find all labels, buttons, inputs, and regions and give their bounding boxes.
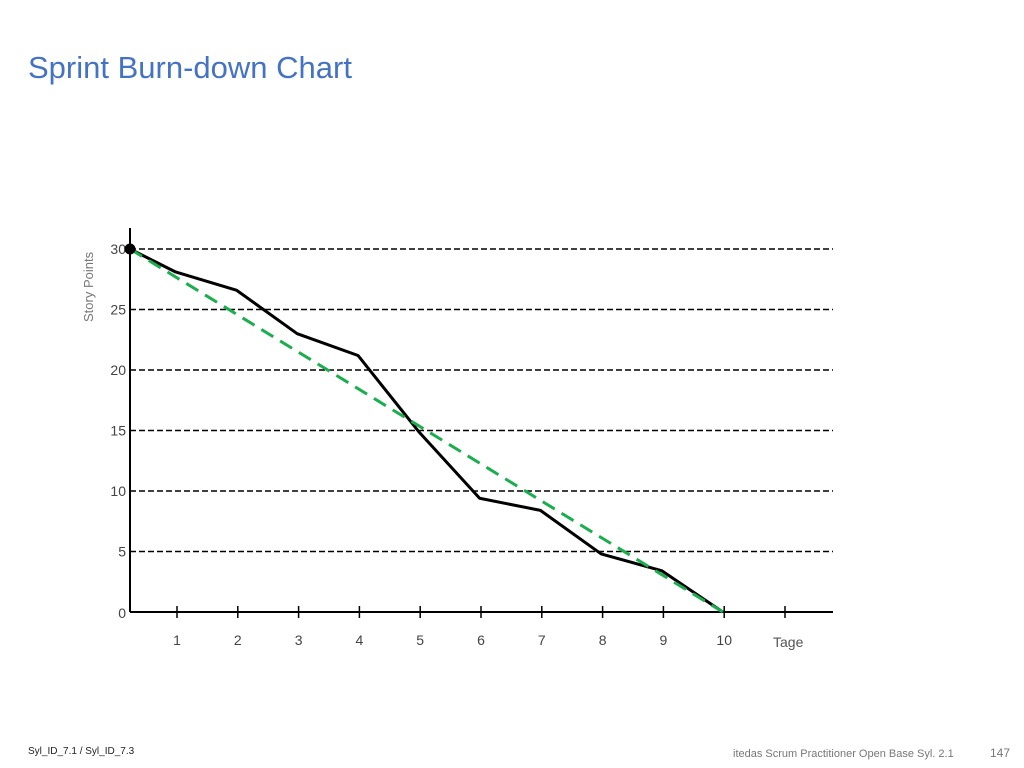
y-tick-label-10: 10 [110,483,126,499]
x-tick-label-8: 8 [599,632,607,648]
y-tick-label-5: 5 [118,544,126,560]
actual-line [129,247,724,614]
y-tick-label-25: 25 [110,302,126,318]
x-tick-labels: 1 2 3 4 5 6 7 8 9 10 [173,606,786,648]
x-tick-label-9: 9 [660,632,668,648]
ideal-line [129,247,724,614]
page-title: Sprint Burn-down Chart [28,50,352,85]
page-number: 147 [990,746,1011,760]
x-tick-label-10: 10 [716,632,732,648]
series-lines [124,243,724,614]
x-tick-label-6: 6 [477,632,485,648]
x-tick-label-2: 2 [234,632,242,648]
x-tick-label-7: 7 [538,632,546,648]
y-axis-label: Story Points [81,251,96,322]
y-tick-label-20: 20 [110,362,126,378]
start-point [124,243,136,255]
y-tick-labels: 0 5 10 15 20 25 30 [110,241,126,621]
x-tick-label-1: 1 [173,632,181,648]
x-tick-label-4: 4 [356,632,364,648]
x-tick-label-5: 5 [416,632,424,648]
footer-syllabus-id: Syl_ID_7.1 / Syl_ID_7.3 [28,746,135,757]
grid-lines [130,248,833,553]
footer-course-title: itedas Scrum Practitioner Open Base Syl.… [733,748,954,760]
y-tick-label-0: 0 [118,605,126,621]
y-tick-label-30: 30 [110,241,126,257]
x-tick-label-3: 3 [295,632,303,648]
x-axis-label: Tage [773,634,804,650]
y-tick-label-15: 15 [110,423,126,439]
axes [129,228,833,613]
